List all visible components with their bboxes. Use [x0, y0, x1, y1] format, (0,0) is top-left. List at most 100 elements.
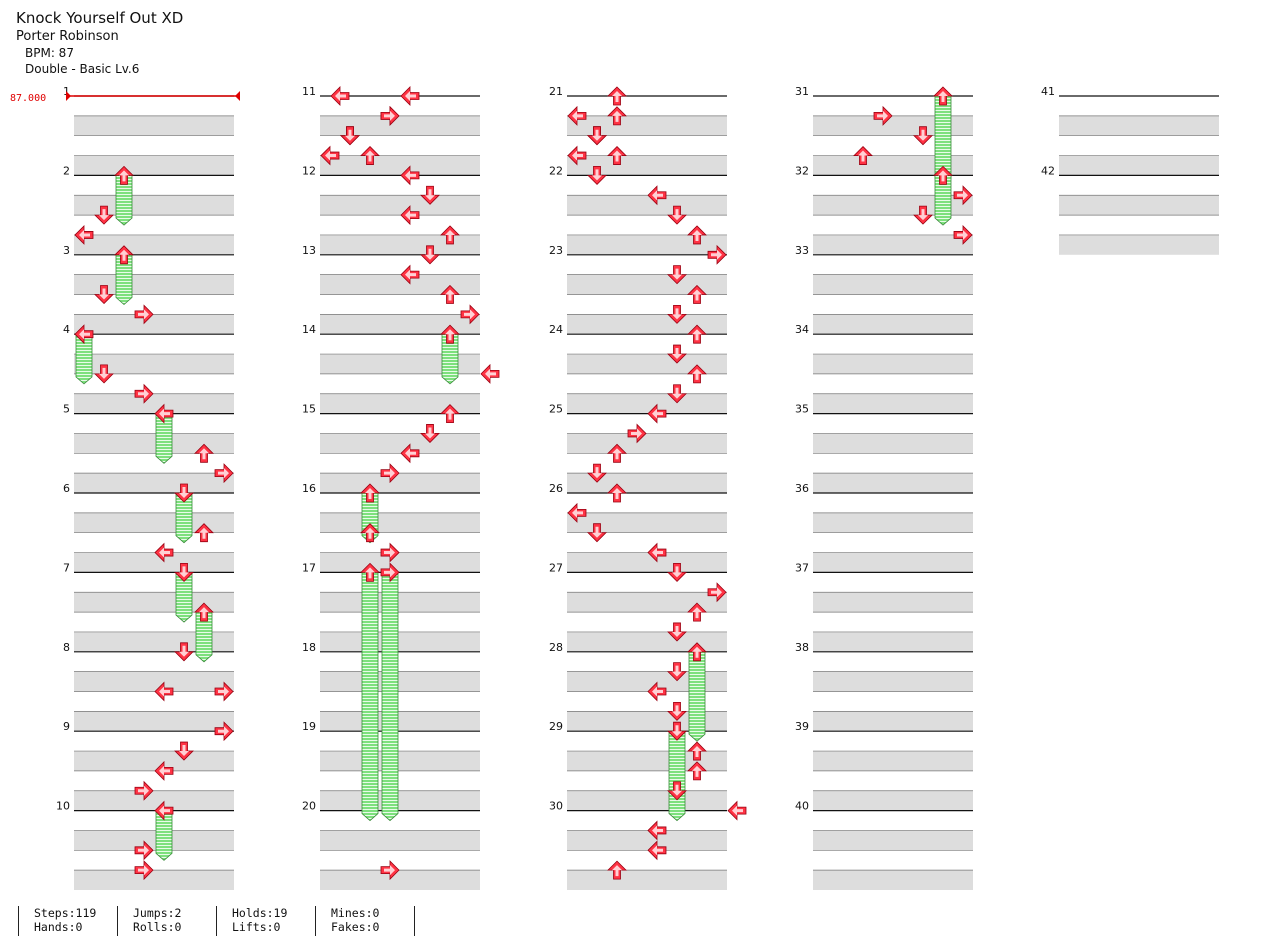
beat-band: [74, 473, 234, 493]
beat-band: [567, 155, 727, 176]
beat-band: [320, 671, 480, 692]
step-arrow-icon: [727, 800, 747, 821]
arrow-highlight: [938, 91, 948, 102]
arrow-highlight: [592, 526, 602, 538]
arrow-highlight: [692, 289, 702, 301]
arrow-highlight: [365, 488, 375, 499]
arrow-highlight: [405, 210, 416, 221]
step-arrow-icon: [587, 523, 607, 543]
step-arrow-icon: [667, 701, 687, 721]
beat-band: [320, 711, 480, 732]
step-arrow-icon: [214, 463, 234, 484]
step-arrow-icon: [460, 304, 480, 325]
arrow-highlight: [405, 448, 416, 459]
step-arrow-icon: [154, 760, 174, 781]
measure-number: 32: [795, 164, 809, 177]
step-arrow-icon: [647, 681, 667, 702]
measure-number: 18: [302, 641, 316, 654]
step-arrow-icon: [607, 860, 627, 880]
arrow-highlight: [672, 625, 682, 637]
stat-value: Lifts:0: [232, 920, 281, 934]
measure-number: 27: [549, 561, 563, 574]
beat-band: [74, 393, 234, 414]
step-arrow-icon: [667, 265, 687, 285]
beat-band: [567, 592, 727, 613]
arrow-highlight: [199, 448, 209, 460]
arrow-highlight: [99, 288, 109, 300]
step-arrow-icon: [440, 324, 460, 344]
beat-band: [813, 274, 973, 295]
step-arrow-icon: [74, 324, 94, 345]
measure-number: 11: [302, 85, 316, 98]
step-arrow-icon: [607, 106, 627, 126]
measure-number: 25: [549, 403, 563, 416]
arrow-highlight: [138, 865, 149, 876]
step-arrow-icon: [94, 285, 114, 305]
arrow-highlight: [464, 309, 475, 320]
measure-number: 41: [1041, 85, 1055, 98]
arrow-highlight: [325, 150, 336, 161]
stat-divider: [414, 906, 415, 936]
arrow-highlight: [159, 805, 170, 816]
step-arrow-icon: [340, 126, 360, 146]
beat-band: [320, 115, 480, 136]
arrow-highlight: [592, 467, 602, 479]
beat-band: [813, 155, 973, 176]
beat-band: [813, 473, 973, 493]
beat-band: [74, 671, 234, 692]
stat-group: Jumps:2 Rolls:0: [117, 906, 181, 936]
arrow-highlight: [692, 607, 702, 619]
beat-band: [567, 195, 727, 216]
beat-band: [320, 751, 480, 771]
song-bpm: BPM: 87: [25, 46, 74, 60]
step-arrow-icon: [440, 404, 460, 424]
arrow-highlight: [692, 229, 702, 241]
beat-band: [320, 790, 480, 811]
step-arrow-icon: [400, 443, 420, 464]
beat-band: [74, 711, 234, 732]
arrow-highlight: [672, 784, 682, 796]
measure-number: 12: [302, 164, 316, 177]
beat-band: [813, 195, 973, 216]
step-arrow-icon: [440, 225, 460, 245]
beat-band: [813, 234, 973, 255]
step-arrow-icon: [380, 463, 400, 484]
step-arrow-icon: [647, 542, 667, 563]
stat-group: Steps:119 Hands:0: [18, 906, 96, 936]
step-arrow-icon: [94, 364, 114, 384]
arrow-highlight: [138, 785, 149, 796]
beat-band: [320, 195, 480, 216]
arrow-highlight: [692, 368, 702, 380]
arrow-highlight: [384, 468, 395, 479]
beat-band: [74, 512, 234, 533]
step-arrow-icon: [607, 145, 627, 165]
beat-band: [813, 512, 973, 533]
beat-band: [813, 552, 973, 573]
arrow-highlight: [335, 91, 346, 101]
measure-number: 29: [549, 720, 563, 733]
measure-number: 6: [63, 482, 70, 495]
step-arrow-icon: [400, 264, 420, 285]
beat-band: [813, 671, 973, 692]
arrow-highlight: [199, 527, 209, 539]
step-arrow-icon: [707, 582, 727, 603]
arrow-highlight: [918, 129, 928, 141]
step-arrow-icon: [360, 562, 380, 582]
step-arrow-icon: [627, 423, 647, 444]
measure-number: 5: [63, 403, 70, 416]
stat-group: Holds:19 Lifts:0: [216, 906, 287, 936]
beat-band: [567, 552, 727, 573]
measure-number: 36: [795, 482, 809, 495]
beat-band: [74, 195, 234, 216]
step-arrow-icon: [687, 642, 707, 662]
beat-band: [320, 592, 480, 613]
measure-number: 3: [63, 244, 70, 257]
song-title: Knock Yourself Out XD: [16, 9, 184, 27]
step-arrow-icon: [607, 86, 627, 106]
measure-number: 4: [63, 323, 70, 336]
beat-band: [320, 314, 480, 335]
beat-band: [567, 473, 727, 493]
step-arrow-icon: [154, 403, 174, 424]
arrow-highlight: [652, 190, 663, 201]
step-arrow-icon: [400, 86, 420, 106]
